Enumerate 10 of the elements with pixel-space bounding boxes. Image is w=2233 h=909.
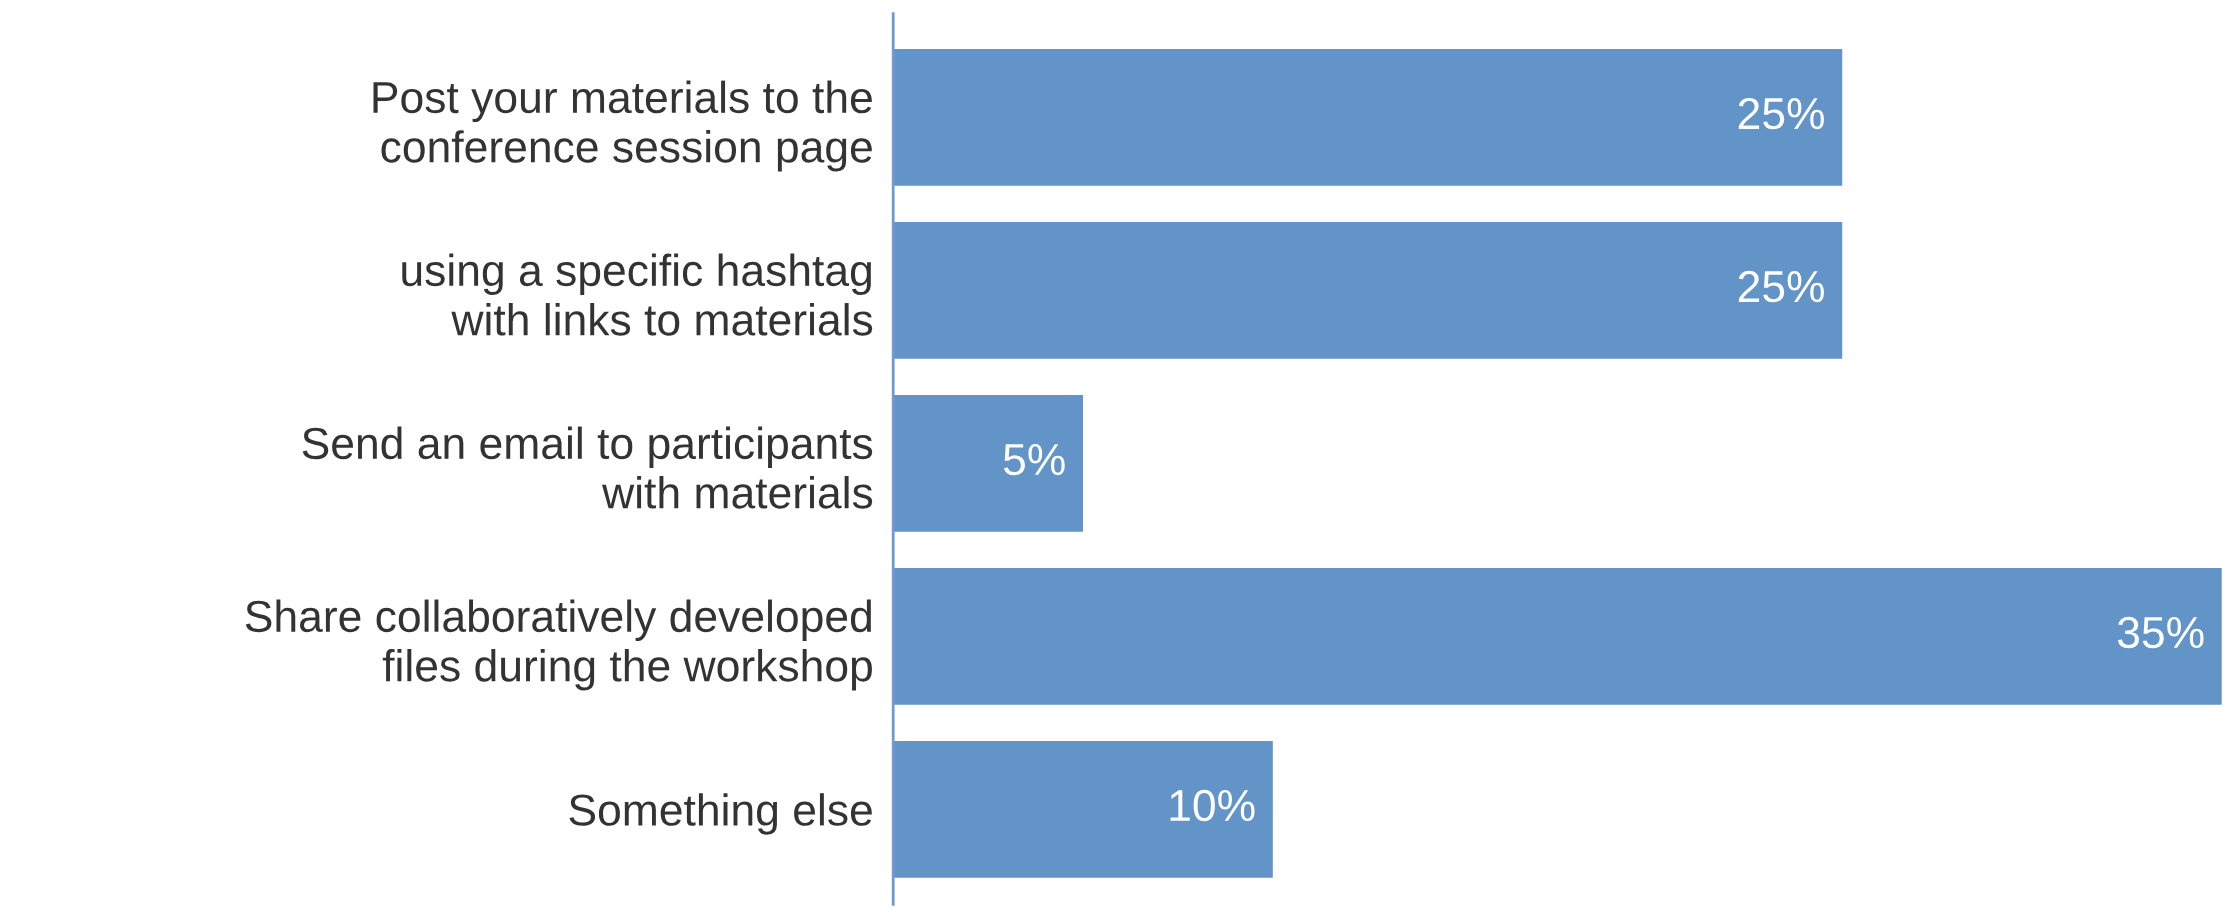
y-tick-label: Something else: [569, 793, 872, 835]
data-label: 5%: [1003, 444, 1065, 476]
y-tick-label: using a specific hashtag with links to materials: [402, 253, 873, 336]
data-label: 35%: [2117, 616, 2204, 649]
y-tick-label: Share collaboratively developed files during the workshop: [245, 599, 872, 691]
y-tick-label: Send an email to participants with materials: [302, 426, 873, 509]
data-label: 25%: [1738, 97, 1824, 130]
data-label: 10%: [1170, 789, 1255, 822]
data-label: 25%: [1738, 270, 1824, 303]
y-tick-label: Post your materials to the conference session page: [373, 80, 872, 172]
